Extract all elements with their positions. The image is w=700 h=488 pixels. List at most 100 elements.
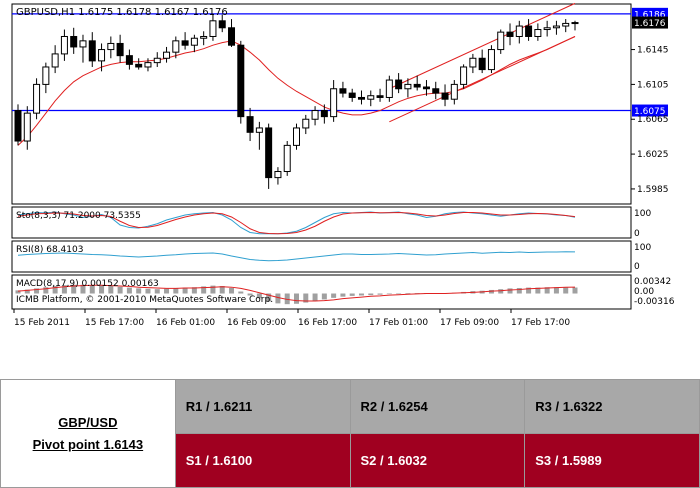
macd-bar	[498, 289, 504, 294]
macd-bar	[238, 291, 244, 294]
macd-bar	[284, 293, 290, 305]
macd-bar	[201, 286, 207, 294]
candle-body	[497, 31, 505, 51]
macd-bar	[173, 288, 179, 294]
symbol-header: GBPUSD,H1 1.6175 1.6178 1.6167 1.6176	[16, 7, 228, 18]
candle-body	[237, 44, 245, 118]
candle-body	[311, 110, 319, 120]
rsi-level-0: 0	[634, 262, 640, 272]
candle-body	[153, 57, 161, 64]
candle-body	[88, 40, 96, 62]
candle-body	[265, 127, 273, 179]
stochastic-label: Sto(8,3,3) 71.2000 73.5355	[16, 211, 141, 221]
macd-bar	[34, 288, 40, 294]
current-price-tag	[632, 16, 668, 29]
r3-cell: R3 / 1.6322	[524, 379, 700, 434]
sto-level-100: 100	[634, 209, 651, 219]
candle-body	[506, 31, 514, 37]
candle-body	[441, 92, 449, 100]
rsi-line	[17, 251, 576, 262]
macd-bar	[154, 289, 160, 294]
macd-bar	[405, 293, 411, 294]
candle-body	[283, 144, 291, 173]
candle-body	[42, 66, 50, 85]
macd-bar	[294, 293, 299, 304]
macd-bar	[52, 286, 58, 294]
rsi-label: RSI(8) 68.4103	[16, 245, 83, 255]
y-tick-label: 1.5985	[637, 185, 669, 195]
candle-body	[339, 88, 347, 94]
x-tick-label: 16 Feb 09:00	[227, 318, 286, 328]
candle-body	[525, 25, 533, 37]
candle-body	[543, 27, 551, 31]
candle-body	[534, 29, 542, 37]
macd-bar	[136, 288, 142, 294]
candle-body	[487, 49, 495, 71]
macd-bar	[368, 293, 374, 296]
macd-bar	[164, 288, 170, 294]
candle-body	[218, 20, 226, 29]
macd-bar	[108, 286, 114, 294]
macd-bar	[544, 287, 550, 294]
candle-body	[209, 20, 217, 37]
macd-bar	[80, 284, 86, 294]
candle-body	[228, 27, 236, 46]
macd-bar	[247, 293, 253, 296]
macd-bar	[535, 287, 541, 294]
current-price-label: 1.6176	[634, 19, 666, 29]
chart-svg: 1.6186 1.6075 1.6145 1.6105 1.6065 1.6025 1.59…	[11, 2, 675, 328]
macd-bar	[396, 293, 402, 295]
candle-body	[376, 95, 384, 98]
candle-body	[302, 118, 310, 129]
y-tick-label: 1.6065	[637, 115, 669, 125]
candle-body	[255, 127, 263, 133]
macd-bar	[563, 287, 569, 294]
candle-body	[79, 40, 87, 48]
macd-bar	[145, 288, 151, 294]
candle-body	[190, 37, 198, 46]
macd-bar	[210, 285, 216, 294]
candle-body	[330, 88, 338, 118]
macd-bar	[61, 285, 67, 294]
x-tick-label: 15 Feb 2011	[14, 318, 70, 328]
candle-body	[469, 57, 477, 68]
trend-line	[389, 2, 576, 90]
candle-body	[135, 63, 143, 68]
macd-bar	[507, 288, 513, 294]
macd-bar	[553, 287, 559, 294]
stochastic-main-line	[17, 211, 576, 235]
macd-bar	[526, 287, 532, 294]
macd-bar	[516, 287, 522, 294]
macd-signal-line	[17, 284, 576, 302]
stochastic-signal-line	[17, 211, 576, 235]
candle-body	[98, 49, 106, 62]
pivot-label: Pivot point 1.6143	[32, 436, 144, 452]
macd-bar	[386, 293, 392, 295]
macd-level-bottom: -0.00316	[634, 297, 675, 307]
macd-bar	[331, 293, 337, 298]
x-tick-label: 17 Feb 01:00	[369, 318, 428, 328]
macd-bar	[71, 284, 77, 294]
x-tick-label: 16 Feb 01:00	[156, 318, 215, 328]
trend-line	[389, 36, 576, 123]
macd-bar	[99, 285, 105, 294]
forex-chart: 1.6186 1.6075 1.6145 1.6105 1.6065 1.6025 1.59…	[11, 2, 675, 328]
macd-bar	[89, 285, 95, 294]
level-tag-label: 1.6186	[634, 10, 666, 20]
macd-level-top: 0.00342	[634, 277, 671, 287]
candle-body	[70, 35, 78, 48]
pivot-table: GBP/USD Pivot point 1.6143 R1 / 1.6211 R…	[0, 379, 700, 488]
candle-body	[450, 83, 458, 100]
macd-bar	[312, 293, 318, 302]
macd-bar	[572, 287, 578, 294]
candle-body	[51, 53, 59, 68]
macd-bar	[24, 289, 30, 294]
candle-body	[552, 25, 560, 29]
macd-bar	[340, 293, 346, 297]
copyright-text: ICMB Platform, © 2001-2010 MetaQuotes So…	[16, 295, 273, 305]
macd-bar	[488, 289, 494, 294]
y-tick-label: 1.6105	[637, 80, 669, 90]
candle-body	[23, 112, 31, 142]
candle-body	[181, 40, 189, 46]
macd-bar	[182, 287, 188, 294]
